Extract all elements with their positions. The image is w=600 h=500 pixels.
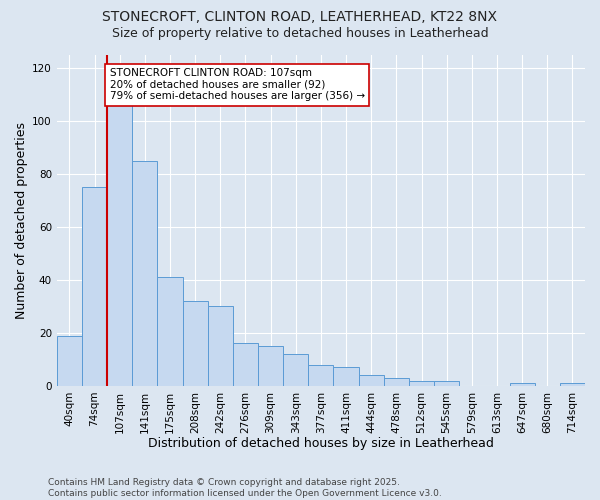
Bar [560, 383, 585, 386]
Bar [359, 376, 384, 386]
Bar [107, 102, 132, 386]
Bar [409, 380, 434, 386]
Text: Size of property relative to detached houses in Leatherhead: Size of property relative to detached ho… [112, 28, 488, 40]
Bar [434, 380, 459, 386]
Bar [82, 188, 107, 386]
X-axis label: Distribution of detached houses by size in Leatherhead: Distribution of detached houses by size … [148, 437, 494, 450]
Bar [509, 383, 535, 386]
Text: STONECROFT CLINTON ROAD: 107sqm
20% of detached houses are smaller (92)
79% of s: STONECROFT CLINTON ROAD: 107sqm 20% of d… [110, 68, 365, 102]
Bar [57, 336, 82, 386]
Text: Contains HM Land Registry data © Crown copyright and database right 2025.
Contai: Contains HM Land Registry data © Crown c… [48, 478, 442, 498]
Bar [283, 354, 308, 386]
Bar [182, 301, 208, 386]
Bar [208, 306, 233, 386]
Bar [334, 368, 359, 386]
Y-axis label: Number of detached properties: Number of detached properties [15, 122, 28, 319]
Text: STONECROFT, CLINTON ROAD, LEATHERHEAD, KT22 8NX: STONECROFT, CLINTON ROAD, LEATHERHEAD, K… [103, 10, 497, 24]
Bar [157, 278, 182, 386]
Bar [258, 346, 283, 386]
Bar [384, 378, 409, 386]
Bar [308, 364, 334, 386]
Bar [132, 161, 157, 386]
Bar [233, 344, 258, 386]
